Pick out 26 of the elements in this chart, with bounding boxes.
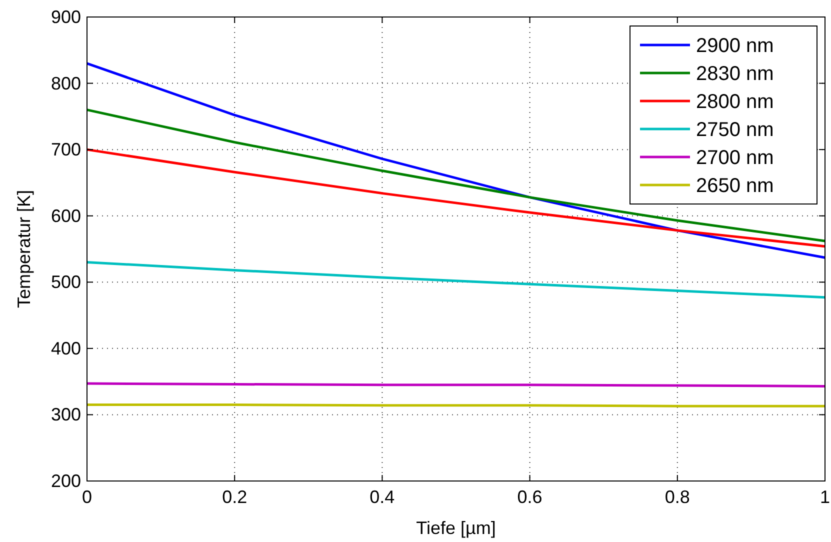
y-tick-label: 600 (50, 206, 81, 226)
x-tick-label: 0.6 (517, 487, 542, 507)
x-tick-label: 0 (82, 487, 92, 507)
y-tick-label: 300 (50, 404, 81, 425)
x-axis-title: Tiefe [µm] (416, 518, 496, 538)
y-tick-label: 200 (50, 471, 81, 491)
x-tick-label: 0.8 (664, 487, 690, 507)
y-tick-label: 500 (50, 272, 81, 292)
legend-label: 2900 nm (696, 35, 774, 57)
x-tick-label: 0.4 (370, 487, 395, 507)
y-tick-label: 900 (50, 7, 81, 27)
line-series (86, 261, 826, 299)
legend-label: 2750 nm (696, 119, 774, 141)
line-series (86, 148, 826, 248)
x-tick-label: 0.2 (222, 487, 248, 507)
y-axis-title: Temperatur [K] (14, 190, 34, 308)
legend-label: 2650 nm (696, 175, 774, 197)
x-tick-label: 1 (820, 487, 830, 507)
y-tick-label: 400 (50, 338, 81, 358)
legend-label: 2830 nm (696, 63, 774, 85)
line-series (86, 108, 826, 242)
legend-label: 2800 nm (696, 91, 774, 113)
line-series (86, 62, 826, 259)
y-tick-label: 800 (50, 73, 81, 94)
y-tick-label: 700 (50, 140, 81, 160)
legend-label: 2700 nm (696, 147, 774, 169)
